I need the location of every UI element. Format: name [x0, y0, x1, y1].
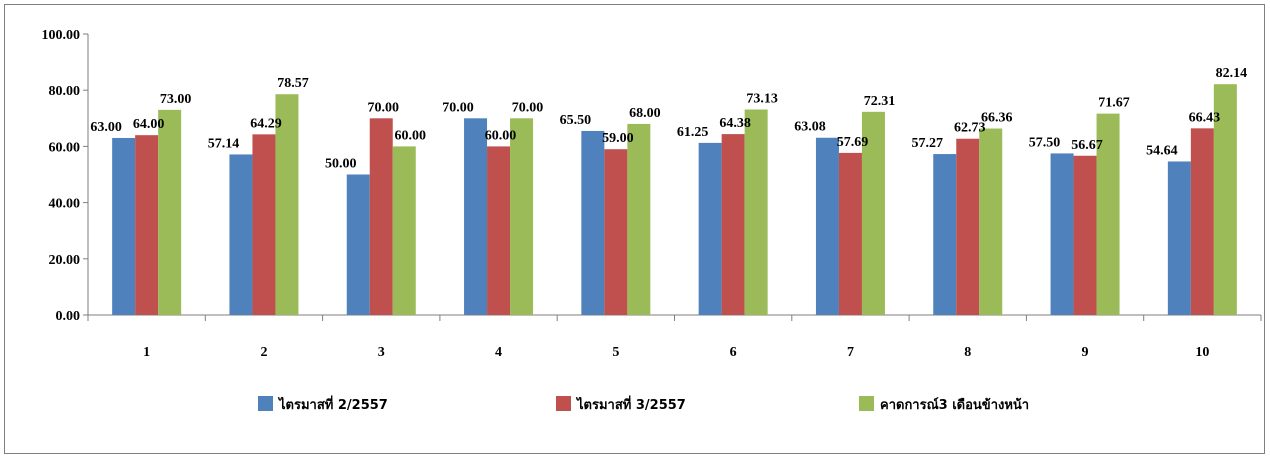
bar	[744, 109, 768, 315]
bar	[581, 130, 605, 315]
y-tick-label: 80.00	[49, 84, 81, 99]
bar	[275, 94, 299, 316]
bar	[815, 137, 839, 315]
bar	[252, 134, 276, 315]
chart-data-labels: 63.00 64.00 73.00 57.14 64.29 78.57 50.00 70.00…	[90, 66, 1247, 171]
bar	[861, 111, 885, 315]
data-label: 78.57	[277, 76, 309, 91]
bar	[1190, 128, 1214, 315]
bar	[229, 154, 253, 315]
data-label: 60.00	[485, 128, 517, 143]
data-label: 62.73	[954, 121, 986, 136]
bar	[135, 135, 159, 315]
data-label: 60.00	[395, 128, 427, 143]
legend-swatch	[859, 396, 874, 411]
data-label: 54.64	[1146, 143, 1178, 158]
chart-legend: ไตรมาสที่ 2/2557 ไตรมาสที่ 3/2557 คาดการณ์…	[258, 395, 1029, 413]
bar	[346, 174, 370, 315]
bar	[112, 137, 136, 315]
data-label: 72.31	[864, 94, 896, 109]
data-label: 57.69	[837, 135, 869, 150]
y-tick-label: 60.00	[49, 140, 81, 155]
data-label: 66.36	[981, 111, 1013, 126]
bar	[1213, 84, 1237, 315]
data-label: 50.00	[325, 157, 357, 172]
data-label: 70.00	[368, 100, 400, 115]
x-tick-label: 4	[495, 345, 502, 360]
data-label: 64.00	[133, 117, 165, 132]
y-tick-label: 0.00	[56, 309, 81, 324]
data-label: 64.38	[719, 116, 751, 131]
bar	[838, 152, 862, 315]
y-tick-label: 20.00	[49, 253, 81, 268]
data-label: 63.00	[90, 120, 122, 135]
legend-label: ไตรมาสที่ 3/2557	[575, 395, 686, 413]
bar	[1073, 155, 1097, 315]
bar	[487, 146, 511, 315]
data-label: 65.50	[560, 113, 592, 128]
bar	[392, 146, 416, 315]
data-label: 73.13	[746, 92, 778, 107]
data-label: 66.43	[1189, 110, 1221, 125]
x-tick-label: 1	[143, 345, 150, 360]
x-tick-label: 3	[378, 345, 385, 360]
y-tick-label: 40.00	[49, 197, 81, 212]
data-label: 59.00	[602, 131, 634, 146]
legend-label: ไตรมาสที่ 2/2557	[277, 395, 388, 413]
data-label: 82.14	[1216, 66, 1248, 81]
data-label: 57.50	[1029, 135, 1061, 150]
bar	[1050, 153, 1074, 315]
bar	[1167, 161, 1191, 315]
x-tick-label: 2	[260, 345, 267, 360]
data-label: 73.00	[160, 92, 192, 107]
bar	[698, 142, 722, 315]
bar	[464, 118, 488, 315]
data-label: 68.00	[629, 106, 661, 121]
bar	[510, 118, 534, 315]
chart-bars	[112, 84, 1237, 316]
bar	[1096, 113, 1120, 315]
legend-label: คาดการณ์3 เดือนข้างหน้า	[880, 397, 1029, 413]
bar	[369, 118, 393, 315]
bar	[956, 138, 980, 315]
y-tick-label: 100.00	[42, 28, 81, 43]
x-tick-label: 5	[612, 345, 619, 360]
bar	[979, 128, 1003, 315]
legend-swatch	[258, 396, 273, 411]
data-label: 64.29	[250, 116, 282, 131]
data-label: 61.25	[677, 125, 709, 140]
bar	[933, 154, 957, 315]
data-label: 56.67	[1071, 138, 1103, 153]
data-label: 57.27	[912, 136, 944, 151]
x-tick-label: 7	[847, 345, 854, 360]
bar	[604, 149, 628, 315]
x-tick-label: 8	[964, 345, 971, 360]
bar	[721, 134, 745, 315]
data-label: 57.14	[208, 136, 240, 151]
x-tick-label: 10	[1195, 345, 1209, 360]
legend-swatch	[556, 396, 571, 411]
data-label: 70.00	[442, 100, 474, 115]
data-label: 70.00	[512, 100, 544, 115]
data-label: 63.08	[794, 120, 826, 135]
bar	[627, 123, 651, 315]
data-label: 71.67	[1098, 96, 1130, 111]
bar	[158, 109, 182, 316]
x-tick-label: 9	[1082, 345, 1089, 360]
x-tick-label: 6	[730, 345, 737, 360]
